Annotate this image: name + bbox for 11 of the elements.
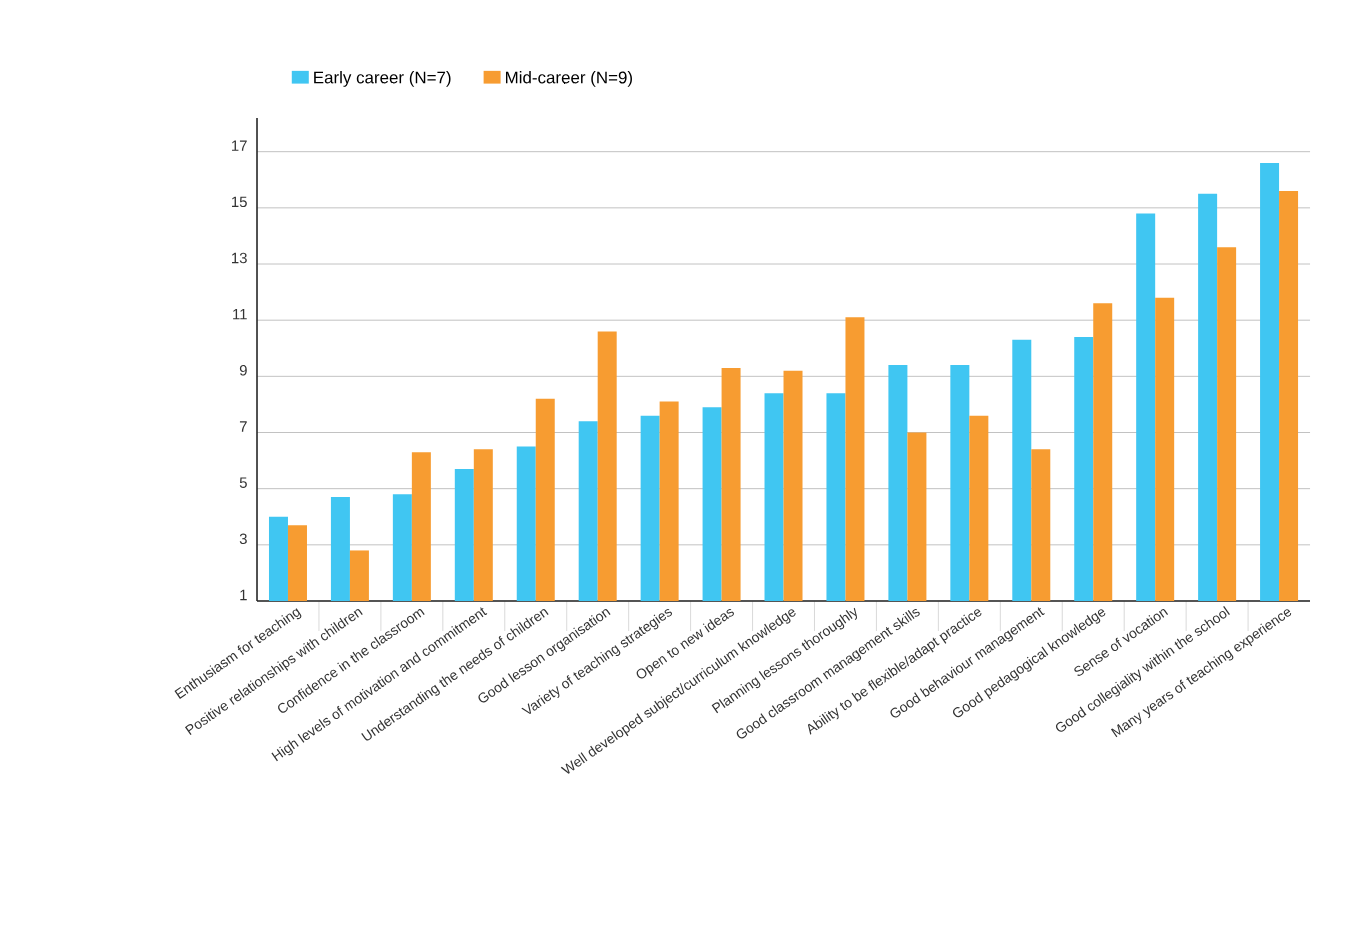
y-tick-label: 11: [233, 309, 247, 320]
y-tick-label: 1: [240, 589, 247, 601]
y-tick-label: 3: [239, 533, 247, 545]
y-tick-label: 17: [232, 140, 247, 151]
y-tick-label: 13: [232, 252, 247, 264]
legend-label: Mid-career (N=9): [506, 71, 632, 87]
y-tick-label: 15: [232, 196, 247, 208]
y-tick-label: 9: [239, 365, 247, 376]
y-tick-label: 5: [239, 477, 247, 488]
legend-label: Early career (N=7): [314, 71, 451, 87]
y-tick-label: 7: [239, 421, 247, 432]
